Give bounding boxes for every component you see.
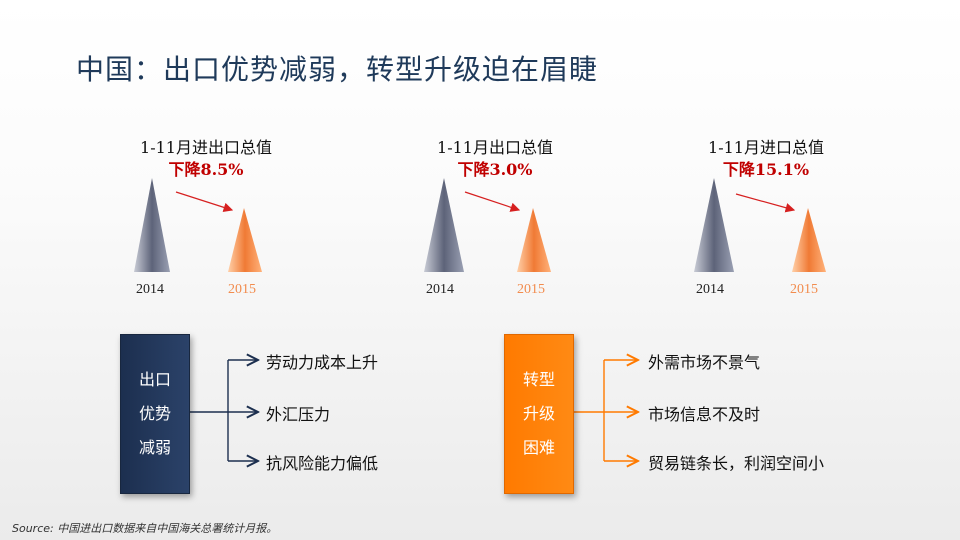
comparison-label: 1-11月出口总值 — [437, 138, 553, 157]
bar-2015 — [228, 208, 262, 272]
decline-arrow — [175, 191, 234, 212]
left-item: 抗风险能力偏低 — [266, 454, 379, 473]
comparison-export: 1-11月出口总值 下降3.0% 2014 2015 — [405, 132, 625, 302]
bar-2014 — [134, 178, 170, 272]
slide-title: 中国：出口优势减弱，转型升级迫在眉睫 — [76, 53, 599, 86]
box-line: 升级 — [522, 404, 555, 423]
comparison-import: 1-11月进口总值 下降15.1% 2014 2015 — [676, 132, 896, 302]
right-item: 市场信息不及时 — [648, 405, 761, 424]
comparison-change: 下降3.0% — [457, 160, 533, 179]
box-line: 困难 — [522, 438, 555, 457]
comparison-label: 1-11月进口总值 — [708, 138, 824, 157]
bar-2014 — [694, 178, 734, 272]
bar-2015 — [517, 208, 551, 272]
year-label-2014: 2014 — [696, 282, 724, 297]
bar-2014 — [424, 178, 464, 272]
right-item: 贸易链条长，利润空间小 — [648, 454, 825, 473]
transformation-box: 转型 升级 困难 — [504, 334, 574, 494]
source-note: Source: 中国进出口数据来自中国海关总署统计月报。 — [12, 522, 278, 535]
comparison-graphic — [694, 178, 826, 272]
comparison-graphic — [424, 178, 551, 272]
bar-2015 — [792, 208, 826, 272]
box-line: 转型 — [522, 370, 555, 389]
comparison-change: 下降8.5% — [168, 160, 244, 179]
year-label-2014: 2014 — [136, 282, 164, 297]
year-label-2015: 2015 — [228, 282, 256, 297]
left-branch — [188, 360, 258, 461]
box-line: 优势 — [138, 404, 171, 423]
export-advantage-box: 出口 优势 减弱 — [120, 334, 190, 494]
year-label-2014: 2014 — [426, 282, 454, 297]
box-line: 出口 — [138, 370, 171, 389]
comparison-label: 1-11月进出口总值 — [140, 138, 272, 157]
comparison-graphic — [134, 178, 262, 272]
decline-arrow — [464, 191, 521, 212]
right-item: 外需市场不景气 — [648, 353, 761, 372]
box-line: 减弱 — [138, 438, 171, 457]
decline-arrow — [735, 193, 796, 213]
comparison-change: 下降15.1% — [722, 160, 810, 179]
left-item: 外汇压力 — [266, 405, 331, 424]
year-label-2015: 2015 — [790, 282, 818, 297]
left-item: 劳动力成本上升 — [266, 353, 379, 372]
comparison-import-export: 1-11月进出口总值 下降8.5% 2014 2015 — [116, 132, 336, 302]
year-label-2015: 2015 — [517, 282, 545, 297]
right-branch — [572, 360, 638, 461]
